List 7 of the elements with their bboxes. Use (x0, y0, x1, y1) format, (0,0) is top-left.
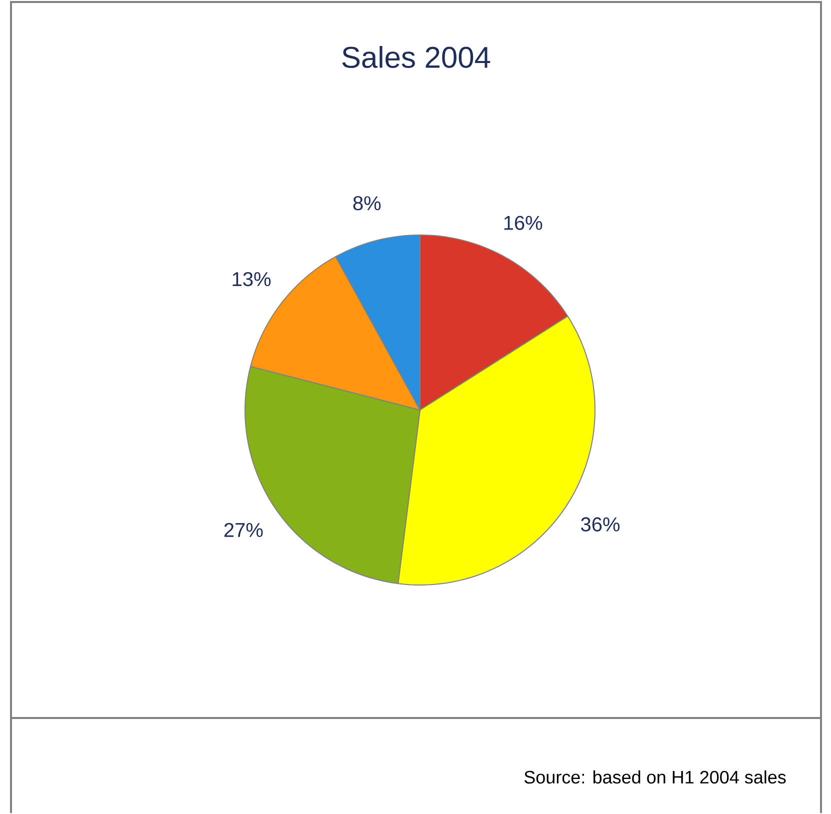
data-label: 13% (232, 272, 271, 286)
data-label: 27% (224, 522, 263, 538)
chart-title: Sales 2004 (342, 46, 490, 68)
data-label: 16% (504, 216, 542, 230)
data-label: 36% (581, 517, 620, 532)
source-note: Source: based on H1 2004 sales (524, 770, 786, 784)
data-label: 8% (353, 196, 381, 210)
